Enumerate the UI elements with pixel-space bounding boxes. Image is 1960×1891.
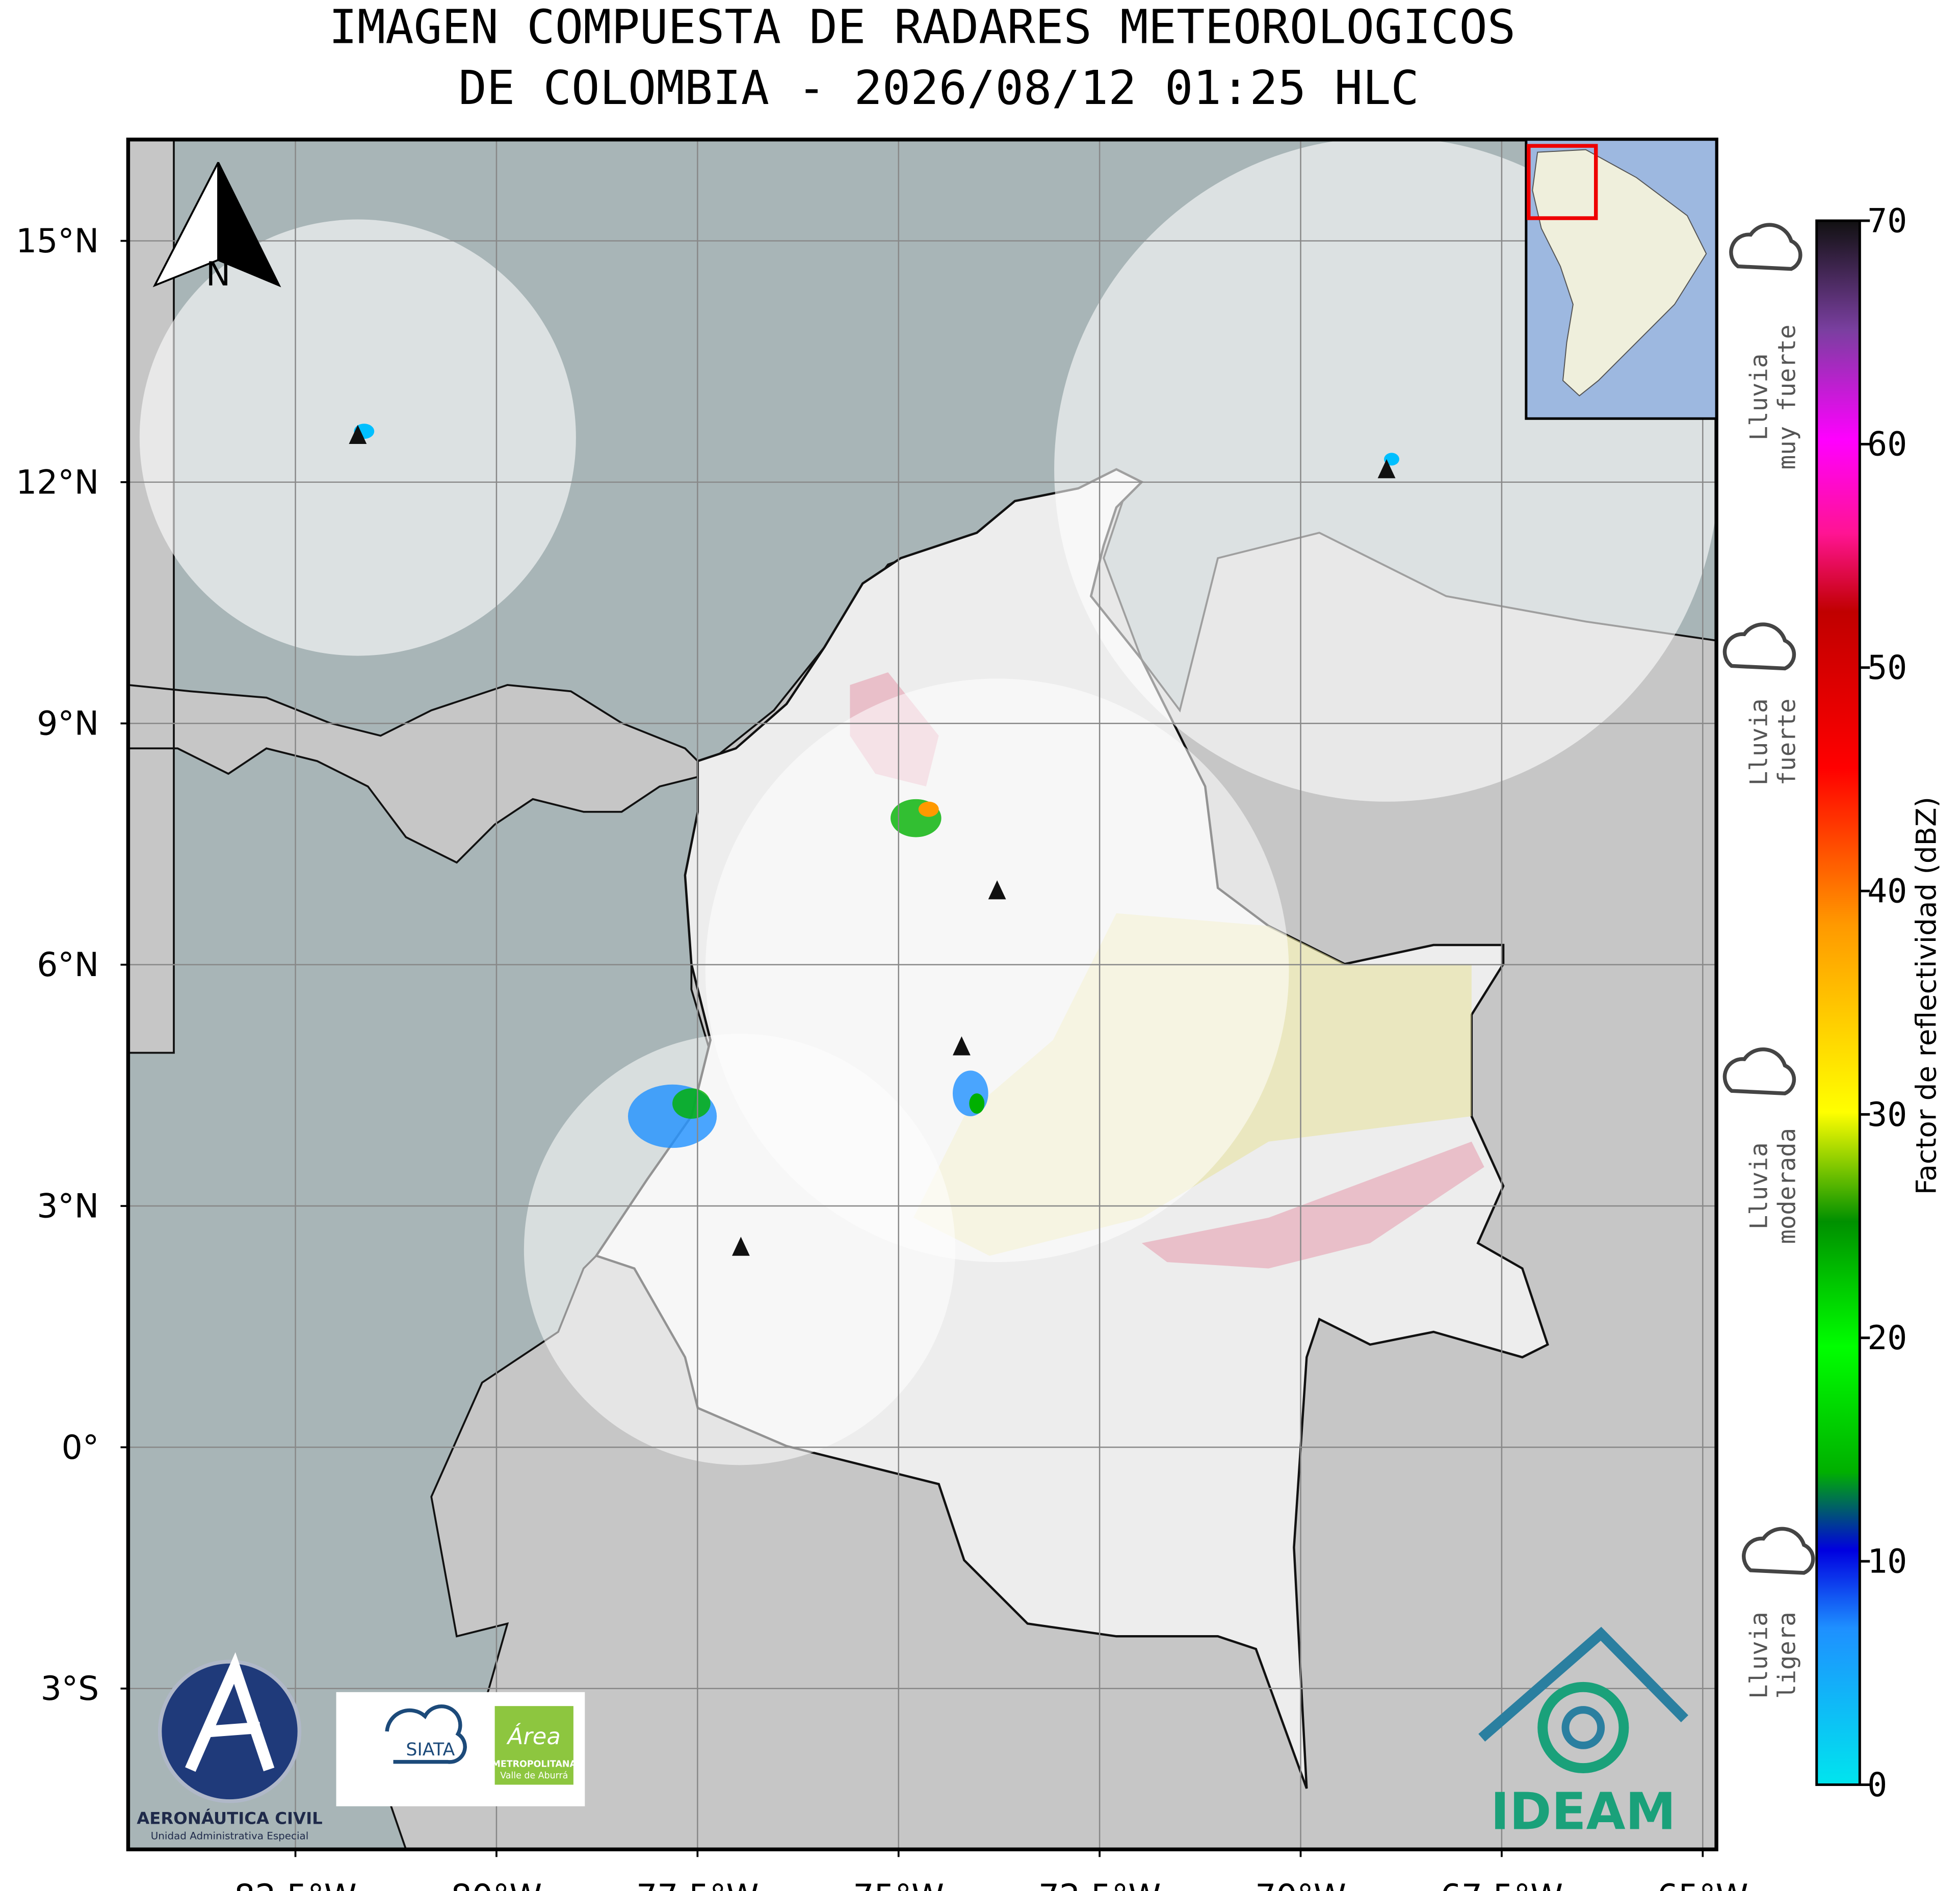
rain-label: Lluvia — [1745, 698, 1773, 785]
y-tick-label: 3°N — [37, 1187, 99, 1225]
y-tick-label: 15°N — [16, 222, 99, 260]
logo-siata-area: SIATA Área METROPOLITANA Valle de Aburrá — [336, 1692, 585, 1806]
colorbar — [1815, 219, 1861, 1786]
y-tick-label: 3°S — [41, 1670, 99, 1708]
logo-text: METROPOLITANA — [492, 1759, 577, 1770]
logo-text: Unidad Administrativa Especial — [151, 1830, 308, 1842]
rain-label: Lluvia — [1745, 1612, 1773, 1699]
map-frame — [126, 138, 1718, 1852]
x-tick-label: 75°W — [853, 1878, 944, 1891]
logo-text: SIATA — [406, 1740, 455, 1760]
logo-text: AERONÁUTICA CIVIL — [137, 1809, 322, 1828]
logo-aerocivil: AERONÁUTICA CIVIL Unidad Administrativa … — [137, 1652, 323, 1842]
north-arrow: N — [152, 162, 281, 294]
colorbar-tick-label: 40 — [1867, 872, 1907, 910]
rain-label: fuerte — [1773, 698, 1801, 785]
logo-text: Área — [506, 1723, 561, 1750]
radar-echoes — [354, 424, 1399, 1148]
x-tick-label: 80°W — [451, 1878, 542, 1891]
rain-label: ligera — [1773, 1612, 1801, 1699]
rain-icons — [1722, 223, 1815, 1575]
map-area — [128, 139, 1717, 1850]
colorbar-tick-label: 60 — [1867, 426, 1907, 464]
x-tick-label: 70°W — [1255, 1878, 1346, 1891]
radar-sites — [349, 425, 1396, 1256]
colorbar-tick-label: 30 — [1867, 1096, 1907, 1134]
rain-label: muy fuerte — [1773, 325, 1801, 470]
colorbar-tick-label: 50 — [1867, 649, 1907, 687]
logo-text: Valle de Aburrá — [500, 1771, 568, 1781]
logo-text: IDEAM — [1491, 1783, 1676, 1842]
y-tick-label: 12°N — [16, 463, 99, 502]
colorbar-tick-label: 10 — [1867, 1543, 1907, 1581]
y-tick-label: 0° — [62, 1429, 99, 1467]
y-tick-label: 9°N — [37, 705, 99, 743]
y-tick-label: 6°N — [37, 946, 99, 984]
x-tick-label: 77.5°W — [636, 1878, 759, 1891]
rain-label: Lluvia — [1745, 354, 1773, 441]
colorbar-tick-label: 70 — [1867, 202, 1907, 240]
central-america — [128, 139, 713, 1054]
x-tick-label: 65°W — [1657, 1878, 1748, 1891]
inset-map — [1525, 138, 1718, 420]
title-line: DE COLOMBIA - 2026/08/12 01:25 HLC — [458, 61, 1419, 115]
x-tick-label: 72.5°W — [1038, 1878, 1161, 1891]
colorbar-tick-label: 0 — [1867, 1766, 1887, 1804]
x-tick-label: 82.5°W — [234, 1878, 356, 1891]
colorbar-label: Factor de reflectividad (dBZ) — [1910, 797, 1943, 1195]
title-line: IMAGEN COMPUESTA DE RADARES METEOROLOGIC… — [329, 0, 1515, 55]
colorbar-tick-label: 20 — [1867, 1319, 1907, 1357]
x-tick-label: 67.5°W — [1441, 1878, 1563, 1891]
rain-label: moderada — [1773, 1128, 1801, 1244]
rain-label: Lluvia — [1745, 1142, 1773, 1229]
north-label: N — [206, 255, 230, 294]
logo-ideam: IDEAM — [1478, 1626, 1689, 1842]
